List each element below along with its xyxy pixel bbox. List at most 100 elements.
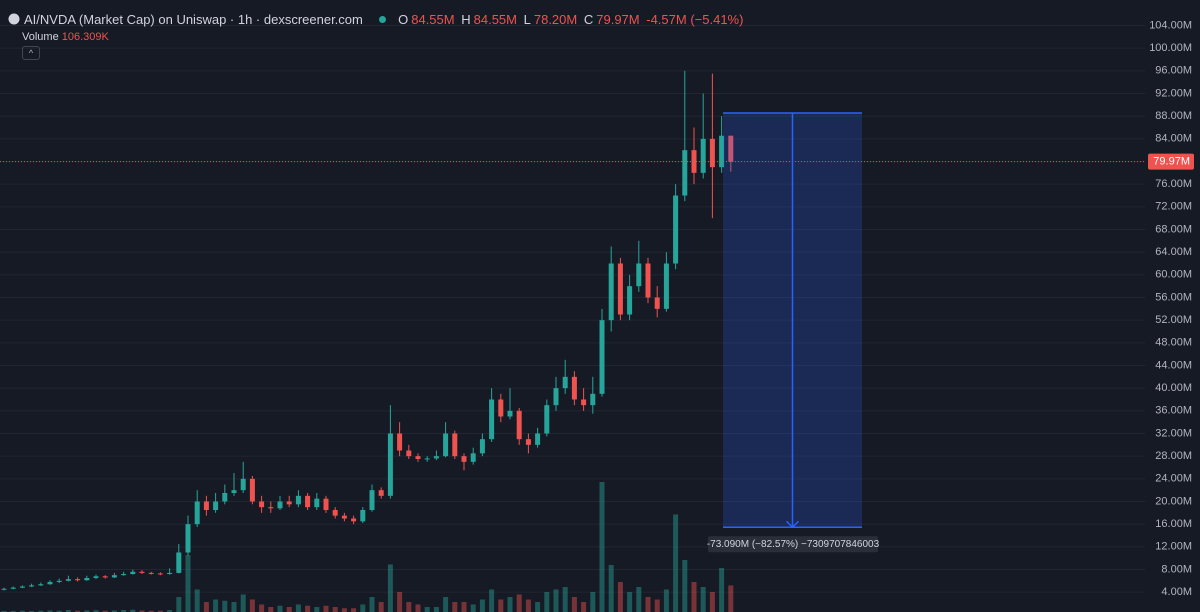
candle-body	[470, 453, 476, 462]
y-tick-label: 84.00M	[1155, 133, 1192, 145]
candle-body	[277, 501, 283, 509]
y-tick-label: 96.00M	[1155, 65, 1192, 77]
candle-body	[249, 478, 255, 502]
candle-body	[406, 450, 412, 457]
candle-body	[627, 286, 633, 315]
candle-body	[617, 263, 623, 315]
volume-bar	[627, 592, 633, 612]
volume-bar	[19, 610, 25, 612]
candle-body	[38, 584, 44, 586]
candle-body	[295, 495, 301, 505]
volume-bar	[553, 589, 559, 612]
volume-bar	[203, 602, 209, 612]
candle-body	[479, 439, 485, 454]
volume-bar	[167, 610, 173, 612]
volume-label: Volume	[22, 31, 59, 43]
y-tick-label: 12.00M	[1155, 541, 1192, 553]
last-price-label: 79.97M	[1153, 156, 1190, 168]
volume-bar	[562, 587, 568, 612]
volume-bar	[544, 592, 550, 612]
volume-bar	[535, 602, 541, 612]
y-tick-label: 92.00M	[1155, 87, 1192, 99]
candle-body	[553, 388, 559, 406]
y-tick-label: 28.00M	[1155, 450, 1192, 462]
high: 84.55M	[473, 12, 517, 27]
measure-label: -73.090M (−82.57%) −7309707846003	[707, 539, 880, 550]
c-label: C	[583, 12, 594, 27]
candle-body	[443, 433, 449, 457]
y-tick-label: 48.00M	[1155, 337, 1192, 349]
y-tick-label: 24.00M	[1155, 473, 1192, 485]
candle-body	[452, 433, 458, 457]
volume-bar	[213, 599, 219, 612]
volume-bar	[387, 564, 393, 612]
volume-bar	[351, 608, 357, 612]
y-tick-label: 40.00M	[1155, 382, 1192, 394]
candle-body	[663, 263, 669, 309]
volume-bar	[249, 599, 255, 612]
candle-body	[139, 571, 145, 573]
candle-body	[397, 433, 403, 451]
candle-body	[231, 490, 237, 493]
y-tick-label: 100.00M	[1149, 42, 1192, 54]
volume-bar	[617, 582, 623, 612]
candle-body	[111, 575, 117, 578]
candle-body	[1, 588, 7, 590]
volume-bar	[84, 610, 90, 612]
volume-bar	[157, 610, 163, 612]
volume-bar	[691, 582, 697, 612]
volume-bar	[378, 602, 384, 612]
candle-body	[130, 571, 136, 575]
candle-body	[268, 507, 274, 509]
candle-body	[461, 456, 467, 462]
candle-body	[360, 510, 366, 522]
l-label: L	[523, 12, 531, 27]
candle-body	[10, 587, 16, 589]
volume-bar	[130, 609, 136, 612]
volume-bar	[452, 602, 458, 612]
candle-body	[185, 524, 191, 553]
volume-bar	[341, 608, 347, 612]
volume-bar	[663, 589, 669, 612]
candle-body	[314, 498, 320, 508]
candle-body	[332, 510, 338, 516]
legend-header: AI/NVDA (Market Cap) on Uniswap · 1h · d…	[8, 12, 746, 27]
candle-body	[148, 572, 154, 574]
candle-body	[608, 263, 614, 321]
volume-bar	[700, 587, 706, 612]
volume-bar	[93, 610, 99, 612]
y-tick-label: 16.00M	[1155, 518, 1192, 530]
volume-bar	[47, 610, 53, 612]
volume-bar	[581, 602, 587, 612]
candle-body	[369, 490, 375, 510]
volume-bar	[443, 597, 449, 612]
volume-bar	[111, 610, 117, 612]
candle-body	[387, 433, 393, 496]
volume-legend: Volume 106.309K	[22, 31, 109, 43]
volume-bar	[571, 597, 577, 612]
candle-body	[636, 263, 642, 287]
volume-bar	[102, 610, 108, 612]
candle-body	[728, 135, 734, 162]
candle-body	[581, 399, 587, 406]
candle-body	[433, 456, 439, 459]
y-tick-label: 56.00M	[1155, 291, 1192, 303]
y-tick-label: 4.00M	[1161, 586, 1192, 598]
volume-bar	[728, 585, 734, 612]
candle-body	[240, 478, 246, 491]
candle-body	[507, 410, 513, 417]
candle-body	[700, 138, 706, 173]
y-tick-label: 20.00M	[1155, 495, 1192, 507]
collapse-button[interactable]: ^	[22, 46, 40, 60]
volume-bar	[645, 597, 651, 612]
candle-body	[286, 501, 292, 505]
y-tick-label: 8.00M	[1161, 563, 1192, 575]
y-tick-label: 52.00M	[1155, 314, 1192, 326]
volume-bar	[194, 589, 200, 612]
candle-body	[673, 195, 679, 264]
volume-bar	[176, 597, 182, 612]
candle-body	[544, 405, 550, 434]
candle-body	[719, 135, 725, 168]
volume-bar	[682, 560, 688, 612]
